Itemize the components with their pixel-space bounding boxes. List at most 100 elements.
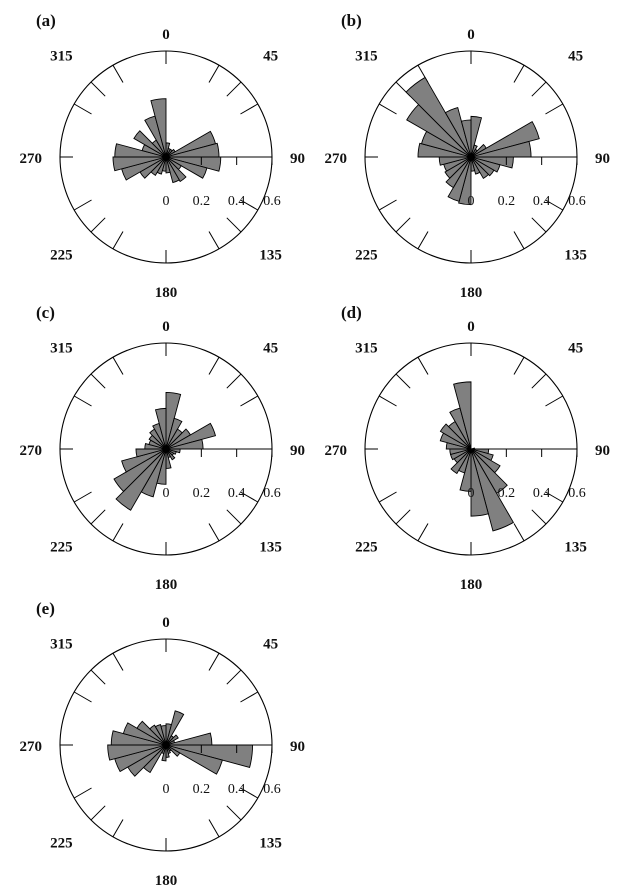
rose-petal-157.5 xyxy=(470,448,515,532)
rose-petal-142.5 xyxy=(165,156,187,183)
compass-tick-240 xyxy=(73,199,92,211)
rose-petal-307.5 xyxy=(133,130,167,158)
direction-label-45: 45 xyxy=(263,340,278,356)
rose-petal-112.5 xyxy=(165,744,223,775)
radial-tick-label: 0 xyxy=(163,194,170,209)
direction-label-225: 225 xyxy=(355,540,378,556)
compass-tick-315 xyxy=(90,373,106,389)
rose-petal-232.5 xyxy=(444,156,472,179)
radial-tick-label: 0.2 xyxy=(193,486,211,501)
direction-label-135: 135 xyxy=(259,248,282,264)
panel-e: (e) 0 45 90 135 180 225 270 315 0 0.2 0.4 0.6 xyxy=(20,599,306,889)
direction-label-45: 45 xyxy=(263,48,278,64)
compass-tick-225 xyxy=(395,217,411,233)
panel-letter: (e) xyxy=(36,599,55,618)
radial-tick-label: 0.4 xyxy=(533,194,551,209)
direction-label-45: 45 xyxy=(568,340,583,356)
direction-label-0: 0 xyxy=(162,319,170,335)
compass-tick-225 xyxy=(90,217,106,233)
compass-tick-30 xyxy=(208,64,220,83)
compass-tick-150 xyxy=(208,819,220,838)
panel-a: (a) 0 45 90 135 180 225 270 315 0 0.2 0.4 0.6 xyxy=(20,11,306,301)
compass-tick-135 xyxy=(531,217,547,233)
rose-petal-202.5 xyxy=(447,156,472,202)
compass-tick-120 xyxy=(240,199,259,211)
compass-tick-120 xyxy=(545,491,564,503)
direction-label-45: 45 xyxy=(568,48,583,64)
compass-tick-225 xyxy=(395,509,411,525)
rose-petal-172.5 xyxy=(470,448,489,517)
rose-petal-142.5 xyxy=(165,448,176,461)
panel-letter: (a) xyxy=(36,11,56,30)
direction-label-270: 270 xyxy=(325,443,348,459)
rose-petal-232.5 xyxy=(113,448,167,493)
compass-tick-315 xyxy=(395,373,411,389)
rose-petal-127.5 xyxy=(470,156,495,177)
radial-tick-label: 0 xyxy=(163,782,170,797)
compass-tick-45 xyxy=(226,81,242,97)
compass-tick-300 xyxy=(73,691,92,703)
direction-label-180: 180 xyxy=(155,577,178,593)
rose-petal-322.5 xyxy=(149,724,167,746)
rose-petal-307.5 xyxy=(439,423,472,450)
radial-tick-label: 0 xyxy=(468,486,475,501)
rose-petal-67.5 xyxy=(165,422,217,450)
radial-tick-label: 0 xyxy=(163,486,170,501)
direction-label-0: 0 xyxy=(467,27,475,43)
compass-tick-60 xyxy=(545,395,564,407)
panel-c: (c) 0 45 90 135 180 225 270 315 0 0.2 0.4 0.6 xyxy=(20,303,306,593)
compass-tick-240 xyxy=(378,491,397,503)
compass-tick-120 xyxy=(240,491,259,503)
rose-petal-262.5 xyxy=(135,448,167,458)
compass-tick-30 xyxy=(208,356,220,375)
direction-label-270: 270 xyxy=(325,151,348,167)
direction-label-225: 225 xyxy=(50,540,73,556)
compass-tick-315 xyxy=(90,669,106,685)
direction-label-180: 180 xyxy=(155,873,178,889)
compass-tick-225 xyxy=(90,509,106,525)
compass-tick-60 xyxy=(240,691,259,703)
direction-label-0: 0 xyxy=(162,615,170,631)
rose-petal-217.5 xyxy=(115,448,167,511)
compass-tick-150 xyxy=(513,523,525,542)
panel-d: (d) 0 45 90 135 180 225 270 315 0 0.2 0.4 0.6 xyxy=(325,303,611,593)
direction-label-225: 225 xyxy=(355,248,378,264)
rose-petal-292.5 xyxy=(122,722,167,746)
rose-petal-307.5 xyxy=(136,720,167,746)
direction-label-270: 270 xyxy=(20,151,43,167)
rose-petal-262.5 xyxy=(112,156,167,172)
direction-label-90: 90 xyxy=(595,151,610,167)
compass-tick-135 xyxy=(226,509,242,525)
compass-tick-30 xyxy=(208,652,220,671)
direction-label-315: 315 xyxy=(355,48,378,64)
compass-tick-45 xyxy=(226,373,242,389)
direction-label-270: 270 xyxy=(20,739,43,755)
rose-petal-172.5 xyxy=(165,156,171,174)
direction-label-45: 45 xyxy=(263,636,278,652)
direction-label-225: 225 xyxy=(50,836,73,852)
compass-tick-315 xyxy=(90,81,106,97)
radial-tick-label: 0.6 xyxy=(568,486,586,501)
compass-tick-330 xyxy=(112,356,124,375)
compass-tick-135 xyxy=(531,509,547,525)
compass-tick-60 xyxy=(545,103,564,115)
compass-tick-45 xyxy=(531,373,547,389)
rose-petal-337.5 xyxy=(154,723,167,746)
direction-label-90: 90 xyxy=(595,443,610,459)
radial-tick-label: 0.2 xyxy=(193,782,211,797)
radial-tick-label: 0.4 xyxy=(228,782,246,797)
compass-tick-135 xyxy=(226,805,242,821)
direction-label-135: 135 xyxy=(259,836,282,852)
rose-petal-247.5 xyxy=(121,448,167,473)
rose-petal-352.5 xyxy=(154,407,167,450)
compass-tick-300 xyxy=(73,103,92,115)
rose-petal-262.5 xyxy=(107,744,167,761)
rose-petal-217.5 xyxy=(445,156,472,189)
compass-tick-330 xyxy=(112,64,124,83)
compass-tick-210 xyxy=(112,819,124,838)
compass-tick-300 xyxy=(378,103,397,115)
rose-petal-352.5 xyxy=(460,119,472,158)
compass-tick-30 xyxy=(513,356,525,375)
radial-tick-label: 0.6 xyxy=(568,194,586,209)
